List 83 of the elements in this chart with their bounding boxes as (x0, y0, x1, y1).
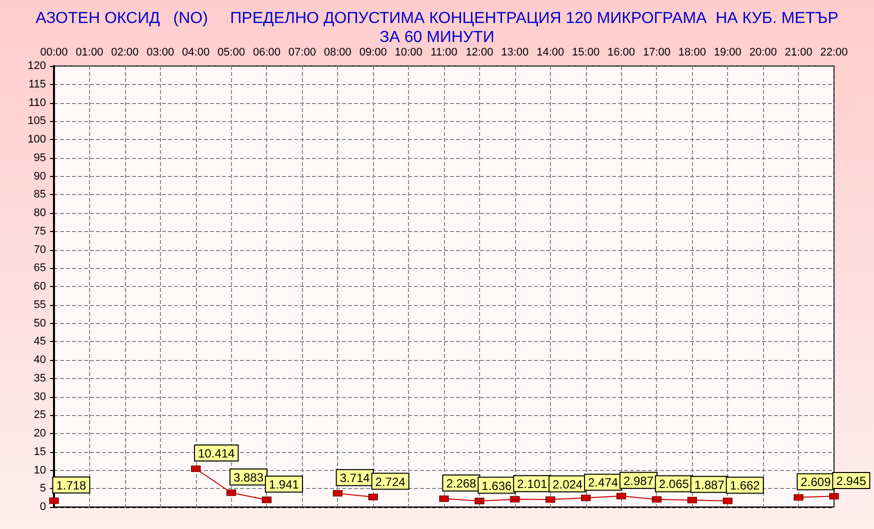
y-tick-label: 85 (34, 188, 46, 201)
data-label: 1.941 (268, 478, 300, 492)
x-tick-label: 10:00 (394, 46, 422, 58)
y-tick-label: 45 (34, 336, 46, 348)
data-label: 2.024 (552, 477, 583, 492)
y-tick-label: 15 (34, 446, 46, 458)
y-tick-label: 120 (28, 60, 46, 72)
point (722, 498, 732, 504)
y-tick-label: 5 (40, 482, 46, 495)
point (368, 494, 378, 500)
data-label: 3.714 (340, 471, 370, 486)
point (439, 495, 449, 502)
point (616, 492, 626, 500)
data-label: 1.718 (56, 478, 87, 492)
data-label: 2.065 (658, 477, 690, 492)
x-tick-label: 18:00 (678, 46, 706, 58)
point (546, 496, 556, 503)
data-label: 2.101 (517, 477, 548, 492)
x-tick-label: 17:00 (642, 46, 670, 58)
x-tick-label: 11:00 (430, 46, 458, 58)
y-tick-label: 70 (34, 244, 46, 256)
x-tick-label: 15:00 (572, 46, 600, 58)
data-label: 2.987 (623, 474, 654, 488)
point (262, 496, 272, 504)
data-label: 2.474 (588, 476, 618, 490)
x-tick-label: 08:00 (324, 46, 352, 58)
data-label: 1.662 (730, 478, 760, 493)
point (332, 490, 342, 497)
x-tick-label: 20:00 (749, 46, 777, 58)
point (226, 489, 236, 496)
y-tick-label: 105 (28, 115, 46, 128)
point (687, 496, 697, 504)
x-tick-label: 03:00 (146, 46, 174, 58)
x-tick-label: 06:00 (252, 46, 280, 58)
y-tick-label: 95 (34, 152, 46, 164)
data-label: 1.887 (694, 478, 725, 492)
x-tick-label: 16:00 (608, 46, 636, 58)
point (474, 498, 484, 504)
y-tick-label: 25 (34, 409, 46, 422)
y-tick-label: 110 (28, 96, 46, 109)
x-tick-label: 00:00 (40, 46, 68, 58)
y-tick-label: 100 (28, 134, 46, 146)
x-tick-label: 01:00 (76, 46, 104, 58)
y-tick-label: 80 (34, 207, 46, 219)
x-tick-label: 13:00 (501, 46, 529, 58)
data-label: 2.945 (836, 474, 867, 488)
data-label: 10.414 (198, 446, 236, 461)
y-tick-label: 35 (34, 372, 46, 384)
data-label: 2.724 (375, 474, 406, 489)
x-tick-label: 05:00 (218, 46, 246, 58)
y-tick-label: 20 (34, 428, 46, 440)
x-tick-label: 04:00 (182, 46, 210, 58)
x-tick-label: 22:00 (820, 46, 848, 58)
x-tick-label: 07:00 (288, 46, 316, 58)
y-tick-label: 10 (34, 464, 46, 476)
x-tick-label: 14:00 (536, 46, 564, 58)
point (652, 496, 662, 503)
y-tick-label: 55 (34, 298, 46, 311)
data-label: 3.883 (233, 470, 264, 485)
x-tick-label: 19:00 (714, 46, 742, 58)
point (510, 496, 520, 503)
y-tick-label: 0 (40, 501, 46, 513)
point (794, 494, 804, 501)
y-tick-label: 90 (34, 170, 46, 182)
y-tick-label: 50 (34, 317, 46, 330)
y-tick-label: 30 (34, 390, 46, 403)
y-tick-label: 40 (34, 354, 46, 366)
point (829, 492, 839, 500)
data-label: 2.268 (446, 476, 477, 490)
x-tick-label: 09:00 (359, 46, 387, 58)
x-tick-label: 02:00 (111, 46, 139, 58)
chart-title: АЗОТЕН ОКСИД (NO) ПРЕДЕЛНО ДОПУСТИМА КОНЦЕНТРАЦИЯ 120 МИКРОГРАМА НА КУБ. МЕТЪР ЗА 60 МИНУТИ (36, 10, 838, 46)
point (581, 494, 591, 502)
point (191, 465, 201, 472)
x-tick-label: 21:00 (784, 46, 812, 58)
x-tick-label: 12:00 (466, 46, 494, 58)
y-tick-label: 75 (34, 225, 46, 238)
point (49, 497, 59, 504)
data-label: 1.636 (482, 478, 512, 493)
y-tick-label: 60 (34, 280, 46, 292)
y-tick-label: 65 (34, 262, 46, 274)
y-tick-label: 115 (28, 78, 46, 90)
data-label: 2.609 (800, 475, 832, 490)
